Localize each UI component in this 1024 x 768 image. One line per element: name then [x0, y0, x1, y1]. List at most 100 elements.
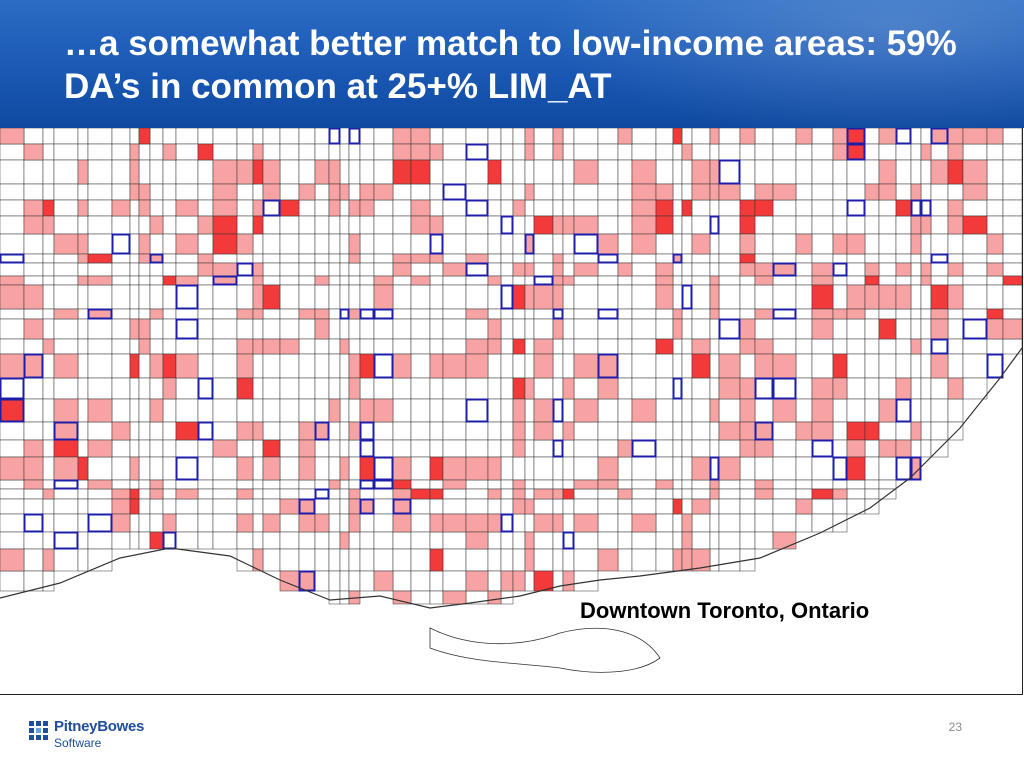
dissemination-area: [573, 253, 599, 264]
dissemination-area: [348, 548, 361, 572]
dissemination-area: [754, 318, 774, 340]
dissemination-area: [129, 275, 140, 286]
dissemination-area: [832, 338, 848, 355]
dissemination-area: [373, 377, 394, 400]
dissemination-area: [87, 479, 113, 490]
dissemination-area: [111, 421, 131, 441]
dissemination-area: [754, 439, 774, 458]
common-da-outline: [197, 377, 214, 400]
dissemination-area: [373, 548, 394, 572]
dissemination-area: [500, 253, 514, 264]
dissemination-area: [864, 233, 880, 255]
dissemination-area: [77, 199, 89, 217]
dissemination-area: [252, 498, 264, 515]
dissemination-area: [846, 143, 866, 161]
dissemination-area: [846, 183, 866, 201]
dissemination-area: [655, 128, 674, 145]
dissemination-area: [359, 456, 375, 481]
dissemination-area: [252, 284, 264, 310]
dissemination-area: [348, 262, 361, 277]
dissemination-area: [487, 183, 502, 201]
dissemination-area: [811, 479, 834, 490]
dissemination-area: [197, 488, 214, 500]
common-da-outline: [672, 253, 683, 264]
dissemination-area: [197, 439, 214, 458]
dissemination-area: [252, 183, 264, 201]
dissemination-area: [930, 398, 949, 423]
dissemination-area: [691, 548, 711, 572]
dissemination-area: [175, 421, 199, 441]
dissemination-area: [138, 377, 151, 400]
dissemination-area: [573, 439, 599, 458]
dissemination-area: [373, 421, 394, 441]
dissemination-area: [262, 531, 281, 550]
dissemination-area: [23, 233, 44, 255]
dissemination-area: [429, 183, 444, 201]
dissemination-area: [930, 318, 949, 340]
dissemination-area: [212, 479, 238, 490]
dissemination-area: [42, 284, 55, 310]
dissemination-area: [718, 479, 741, 490]
dissemination-area: [487, 498, 502, 515]
dissemination-area: [524, 128, 535, 145]
common-da-outline: [348, 128, 361, 145]
dissemination-area: [681, 308, 693, 320]
dissemination-area: [655, 531, 674, 550]
dissemination-area: [562, 439, 575, 458]
dissemination-area: [795, 353, 813, 379]
title-banner: …a somewhat better match to low-income a…: [0, 0, 1024, 128]
dissemination-area: [500, 513, 514, 533]
dissemination-area: [672, 479, 683, 490]
dissemination-area: [328, 498, 341, 515]
dissemination-area: [77, 215, 89, 235]
dissemination-area: [617, 253, 633, 264]
dissemination-area: [442, 199, 467, 217]
dissemination-area: [524, 439, 535, 458]
dissemination-area: [175, 215, 199, 235]
dissemination-area: [236, 398, 254, 423]
common-da-outline: [465, 199, 489, 217]
dissemination-area: [617, 308, 633, 320]
dissemination-area: [129, 128, 140, 145]
dissemination-area: [895, 253, 912, 264]
dissemination-area: [279, 377, 300, 400]
dissemination-area: [795, 488, 813, 500]
dissemination-area: [53, 377, 79, 400]
dissemination-area: [410, 318, 431, 340]
dissemination-area: [920, 253, 932, 264]
dissemination-area: [500, 398, 514, 423]
dissemination-area: [23, 548, 44, 572]
dissemination-area: [655, 253, 674, 264]
dissemination-area: [709, 159, 720, 185]
dissemination-area: [920, 439, 932, 458]
dissemination-area: [252, 398, 264, 423]
dissemination-area: [681, 479, 693, 490]
dissemination-area: [465, 338, 489, 355]
dissemination-area: [77, 531, 89, 550]
dissemination-area: [573, 421, 599, 441]
common-da-outline: [597, 253, 619, 264]
dissemination-area: [339, 377, 350, 400]
pitney-bowes-mark-icon: [29, 721, 48, 740]
dissemination-area: [754, 421, 774, 441]
dissemination-area: [681, 318, 693, 340]
dissemination-area: [77, 479, 89, 490]
dissemination-area: [149, 479, 164, 490]
dissemination-area: [465, 262, 489, 277]
dissemination-area: [175, 318, 199, 340]
common-da-outline: [175, 284, 199, 310]
dissemination-area: [23, 262, 44, 277]
dissemination-area: [672, 199, 683, 217]
dissemination-area: [53, 318, 79, 340]
dissemination-area: [512, 318, 526, 340]
dissemination-area: [947, 159, 964, 185]
dissemination-area: [442, 498, 467, 515]
dissemination-area: [328, 308, 341, 320]
dissemination-area: [262, 253, 281, 264]
dissemination-area: [772, 498, 797, 515]
dissemination-area: [631, 456, 657, 481]
dissemination-area: [631, 253, 657, 264]
dissemination-area: [279, 215, 300, 235]
common-da-outline: [236, 262, 254, 277]
dissemination-area: [878, 233, 897, 255]
